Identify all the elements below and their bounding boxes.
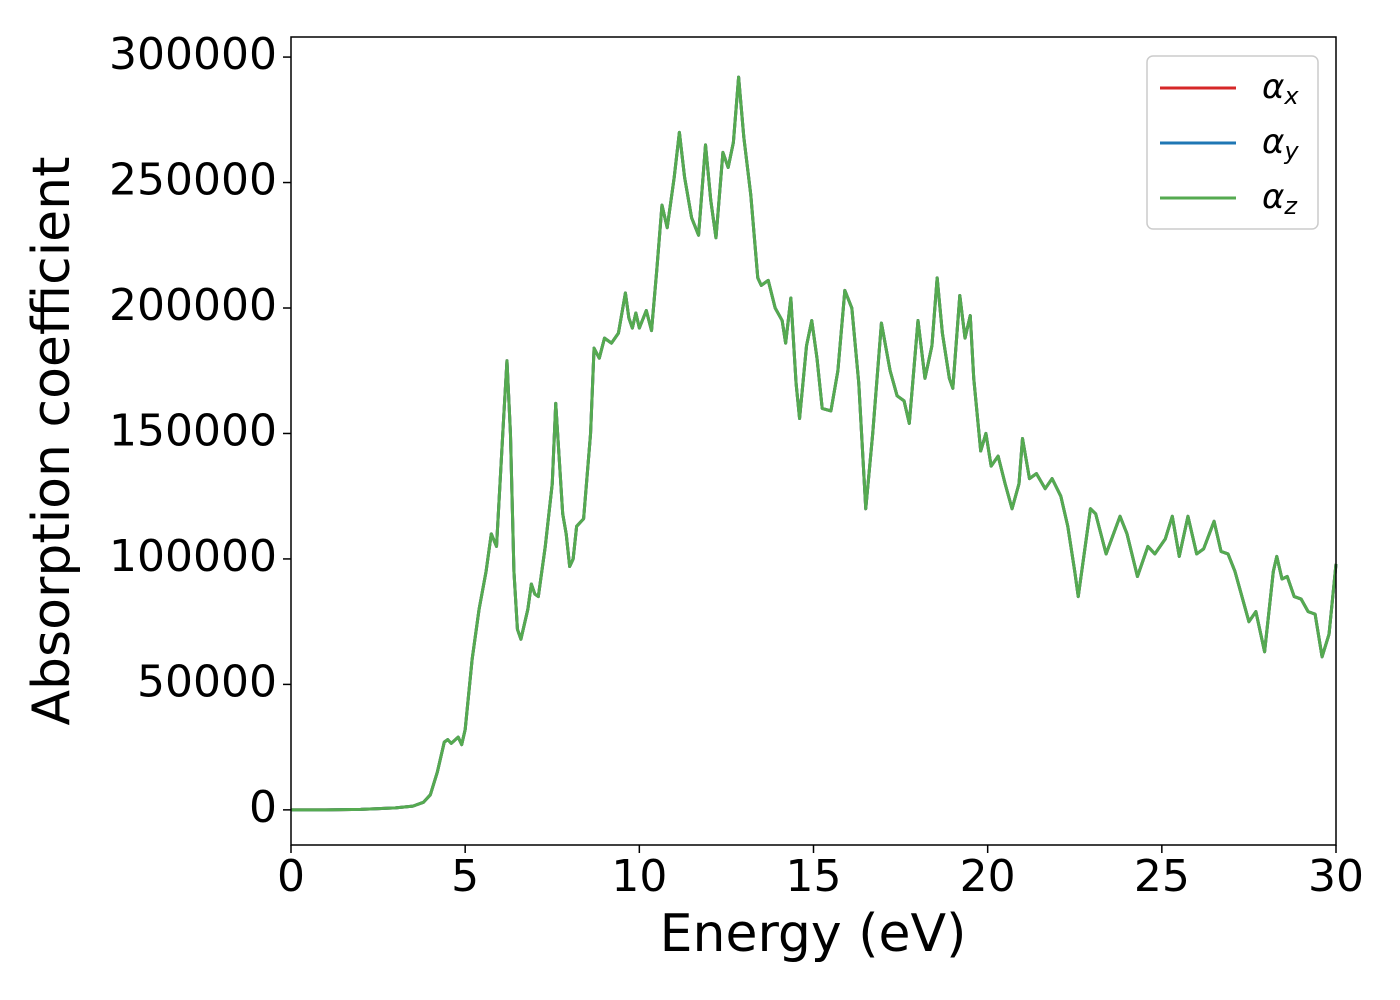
y-tick-label: 0 [249,782,277,833]
y-axis-label: Absorption coefficient [22,156,82,725]
x-axis-label: Energy (eV) [660,904,967,964]
series-line [291,75,1338,812]
x-tick-label: 25 [1134,851,1190,902]
x-tick-label: 20 [960,851,1016,902]
y-tick-label: 300000 [109,29,277,80]
legend-label: αz [1262,177,1298,221]
y-tick-label: 50000 [137,656,277,707]
y-tick-label: 150000 [109,405,277,456]
legend-label: αx [1262,67,1299,111]
x-tick-label: 0 [277,851,305,902]
x-tick-label: 30 [1308,851,1364,902]
legend-label: αy [1262,122,1299,166]
x-tick-label: 15 [786,851,842,902]
x-tick-label: 5 [451,851,479,902]
y-tick-label: 100000 [109,531,277,582]
plot-frame [290,36,1337,846]
y-tick-label: 200000 [109,280,277,331]
x-tick-label: 10 [611,851,667,902]
y-tick-label: 250000 [109,155,277,206]
